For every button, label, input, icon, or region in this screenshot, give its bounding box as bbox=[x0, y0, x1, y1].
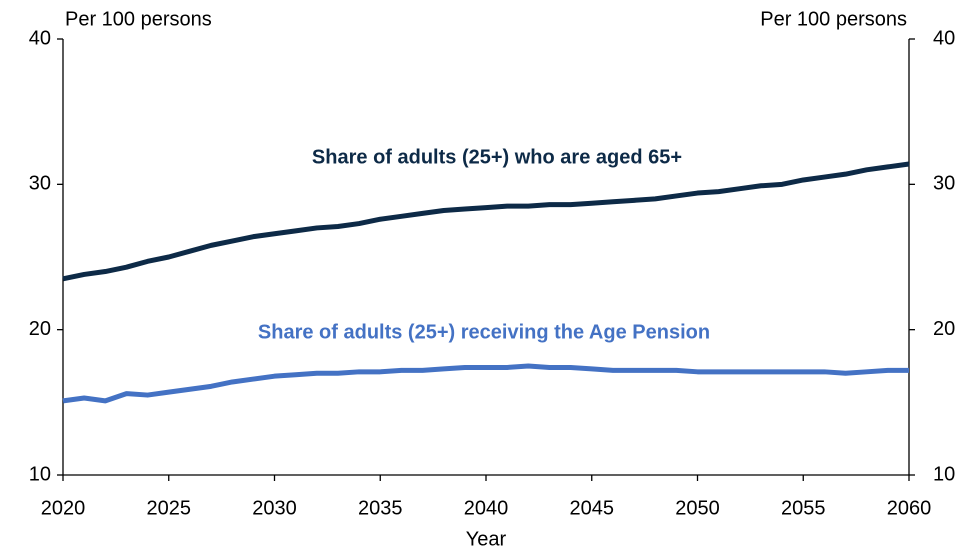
x-tick-label: 2035 bbox=[358, 497, 403, 519]
x-tick-label: 2060 bbox=[887, 497, 932, 519]
y2-tick-label: 40 bbox=[933, 27, 955, 49]
x-axis-label: Year bbox=[466, 528, 507, 550]
x-tick-label: 2040 bbox=[464, 497, 509, 519]
y-tick-label: 40 bbox=[29, 27, 51, 49]
y2-tick-label: 20 bbox=[933, 318, 955, 340]
series-label: Share of adults (25+) who are aged 65+ bbox=[312, 146, 682, 168]
y-tick-label: 30 bbox=[29, 173, 51, 195]
series-line bbox=[62, 363, 909, 404]
series-label: Share of adults (25+) receiving the Age … bbox=[258, 321, 710, 343]
series-line bbox=[62, 161, 910, 282]
y2-tick-label: 10 bbox=[933, 463, 955, 485]
y-axis-label: Per 100 persons bbox=[65, 8, 212, 30]
x-tick-label: 2050 bbox=[675, 497, 720, 519]
x-tick-label: 2025 bbox=[147, 497, 192, 519]
y2-tick-label: 30 bbox=[933, 173, 955, 195]
y2-axis-label: Per 100 persons bbox=[760, 8, 907, 30]
x-tick-label: 2055 bbox=[781, 497, 826, 519]
x-tick-label: 2020 bbox=[41, 497, 86, 519]
x-tick-label: 2030 bbox=[252, 497, 297, 519]
y-tick-label: 10 bbox=[29, 463, 51, 485]
y-tick-label: 20 bbox=[29, 318, 51, 340]
x-tick-label: 2045 bbox=[570, 497, 615, 519]
